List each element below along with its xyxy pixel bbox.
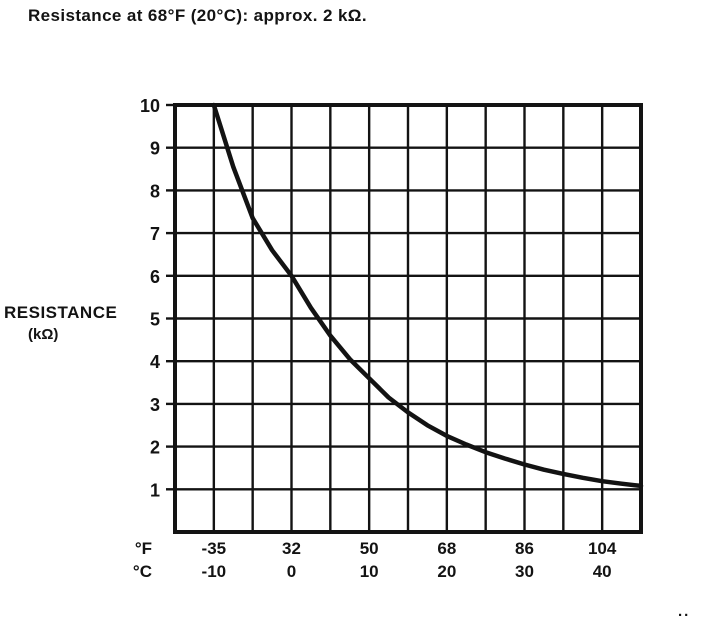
x-tick-label: -35 xyxy=(202,539,227,558)
x-tick-label: 86 xyxy=(515,539,534,558)
x-tick-label: 40 xyxy=(593,562,612,581)
figure-caption: Resistance at 68°F (20°C): approx. 2 kΩ. xyxy=(28,6,367,25)
y-axis-title-text: RESISTANCE xyxy=(4,303,118,322)
page-mark: .. xyxy=(678,603,691,620)
y-tick-label: 1 xyxy=(150,480,160,500)
y-tick-label: 6 xyxy=(150,267,160,287)
y-tick-label: 5 xyxy=(150,310,160,330)
x-tick-label: 0 xyxy=(287,562,296,581)
x-tick-label: 10 xyxy=(360,562,379,581)
y-axis-title: RESISTANCE (kΩ) xyxy=(4,303,117,343)
x-tick-label: -10 xyxy=(202,562,227,581)
x-tick-label: 50 xyxy=(360,539,379,558)
resistance-curve xyxy=(211,102,644,489)
y-tick-label: 3 xyxy=(150,395,160,415)
x-tick-label: 20 xyxy=(437,562,456,581)
x-axis-unit-label: °C xyxy=(133,562,152,581)
x-axis-unit-label: °F xyxy=(135,539,152,558)
y-tick-label: 4 xyxy=(150,352,160,372)
y-tick-label: 2 xyxy=(150,438,160,458)
y-tick-label: 10 xyxy=(140,96,160,116)
x-tick-label: 68 xyxy=(437,539,456,558)
y-tick-label: 8 xyxy=(150,181,160,201)
x-tick-label: 104 xyxy=(588,539,617,558)
y-axis-units: (kΩ) xyxy=(28,326,59,343)
x-tick-label: 32 xyxy=(282,539,301,558)
x-tick-label: 30 xyxy=(515,562,534,581)
y-tick-label: 9 xyxy=(150,139,160,159)
y-tick-label: 7 xyxy=(150,224,160,244)
